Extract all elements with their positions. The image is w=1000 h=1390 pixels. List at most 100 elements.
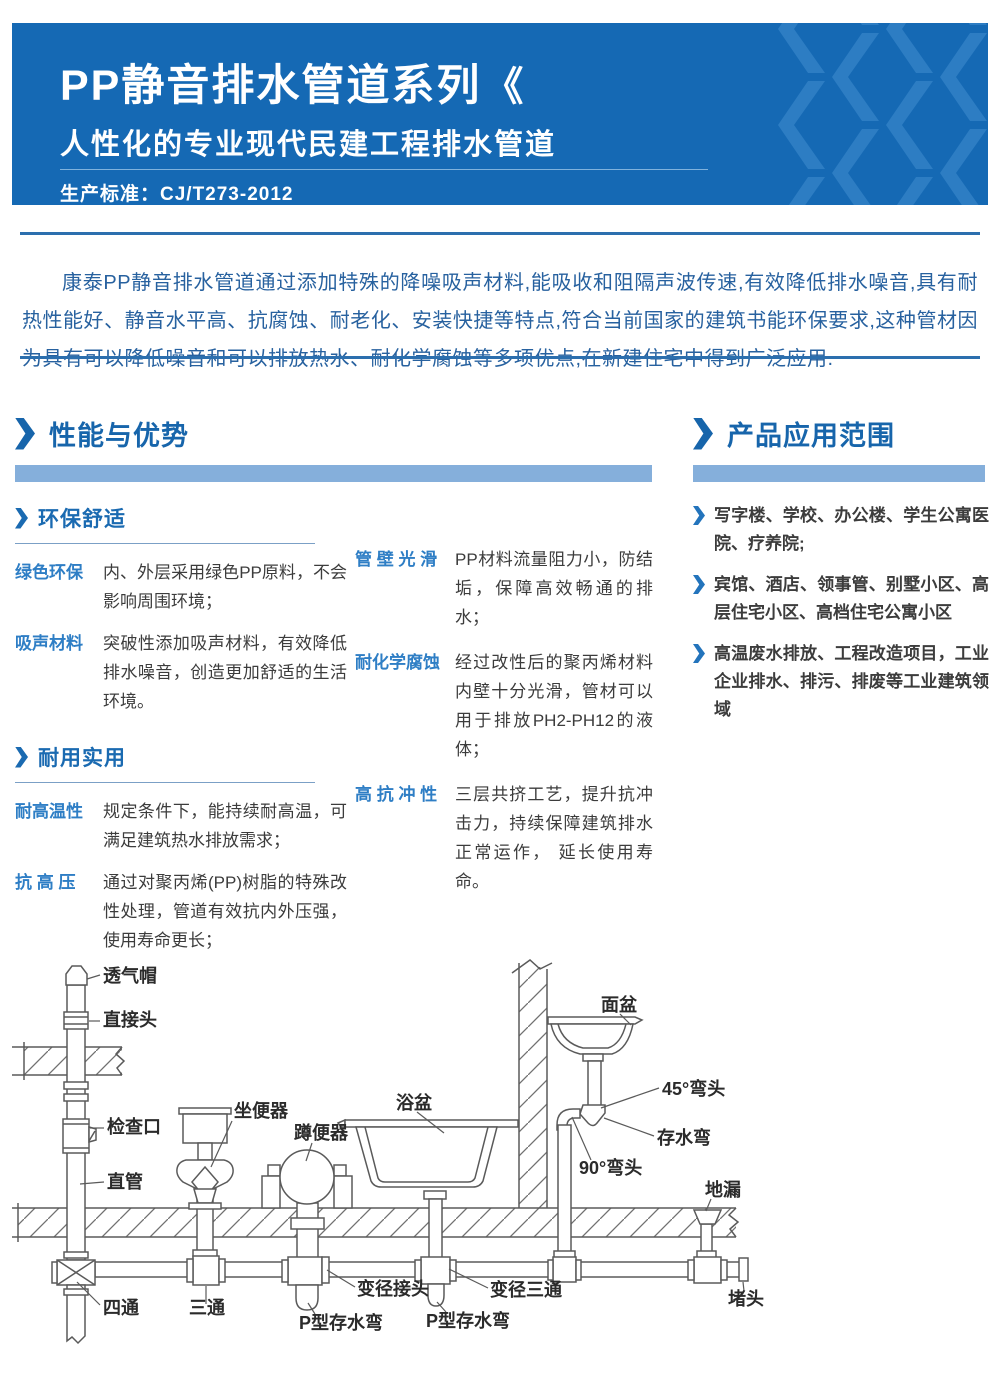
bullet-chevron-icon (693, 575, 705, 594)
subsection-chevron-icon (15, 507, 28, 529)
label-p-trap-2: P型存水弯 (426, 1310, 510, 1331)
label-reducing-tee: 变径三通 (490, 1279, 562, 1300)
label-vent-cap: 透气帽 (103, 965, 157, 986)
section-performance-title: 性能与优势 (49, 421, 189, 451)
label-p-trap-1: P型存水弯 (299, 1312, 383, 1333)
feature-term: 管 壁 光 滑 (355, 550, 438, 569)
cross-fitting (51, 1259, 96, 1286)
feature-item: 耐化学腐蚀 经过改性后的聚丙烯材料内壁十分光滑，管材可以用于排放PH2-PH12… (355, 648, 653, 764)
label-cross: 四通 (103, 1298, 139, 1318)
inspection-port (62, 1118, 97, 1154)
feature-term: 耐化学腐蚀 (355, 653, 440, 672)
label-tee: 三通 (189, 1298, 225, 1318)
reducing-tee-fitting (414, 1256, 457, 1285)
label-coupling: 直接头 (103, 1009, 157, 1030)
feature-term: 抗 高 压 (15, 873, 76, 892)
diagram-labels: 透气帽 直接头 检查口 直管 四通 三通 坐便器 蹲便器 浴盆 面盆 45°弯头… (76, 965, 764, 1333)
bottom-rule (20, 356, 980, 359)
section-performance-header: 性能与优势 (15, 414, 189, 453)
performance-divider-bar (15, 465, 652, 482)
label-basin: 面盆 (601, 994, 638, 1015)
end-plug (738, 1257, 749, 1282)
floor-drain-branch (687, 1209, 749, 1284)
section-chevron-icon (15, 417, 35, 450)
squat-toilet-branch (261, 1149, 353, 1311)
bullet-chevron-icon (693, 644, 705, 663)
feature-item: 管 壁 光 滑 PP材料流量阻力小，防结垢，保障高效畅通的排水； (355, 545, 653, 632)
toilet-branch (176, 1107, 234, 1286)
tee-fitting (687, 1256, 728, 1284)
bathtub-fixture (336, 1118, 519, 1188)
label-inspection-port: 检查口 (107, 1116, 161, 1137)
production-standard: 生产标准：CJ/T273-2012 (60, 184, 294, 205)
drainage-system-diagram: 透气帽 直接头 检查口 直管 四通 三通 坐便器 蹲便器 浴盆 面盆 45°弯头… (12, 959, 764, 1345)
feature-desc: 通过对聚丙烯(PP)树脂的特殊改性处理，管道有效抗内外压强，使用寿命更长； (103, 873, 347, 950)
reducer-fitting (321, 1256, 330, 1284)
page-subtitle: 人性化的专业现代民建工程排水管道 (60, 129, 557, 161)
feature-term: 高 抗 冲 性 (355, 785, 438, 804)
coupling-fitting (63, 1011, 89, 1030)
application-text: 写字楼、学校、办公楼、学生公寓医院、疗养院; (714, 506, 989, 553)
basin-fixture (547, 1016, 644, 1055)
label-squat-toilet: 蹲便器 (294, 1122, 349, 1143)
subsection-durable-title: 耐用实用 (38, 747, 126, 770)
application-item: 高温废水排放、工程改造项目，工业企业排水、排污、排废等工业建筑领域 (693, 640, 989, 724)
elbow-45-fitting (579, 1104, 606, 1127)
banner-divider (60, 169, 708, 170)
feature-desc: 内、外层采用绿色PP原料，不会影响周围环境； (103, 563, 347, 611)
label-reducer: 变径接头 (357, 1278, 429, 1299)
application-text: 宾馆、酒店、领事管、别墅小区、高层住宅小区、高档住宅公寓小区 (714, 575, 989, 622)
label-trap: 存水弯 (657, 1127, 711, 1148)
feature-item: 高 抗 冲 性 三层共挤工艺，提升抗冲击力，持续保障建筑排水正常运作， 延长使用… (355, 780, 653, 896)
vertical-stack (51, 965, 97, 1345)
application-item: 宾馆、酒店、领事管、别墅小区、高层住宅小区、高档住宅公寓小区 (693, 571, 989, 627)
feature-item: 耐高温性 规定条件下，能持续耐高温，可满足建筑热水排放需求； (15, 797, 347, 855)
feature-item: 吸声材料 突破性添加吸声材料，有效降低排水噪音，创造更加舒适的生活环境。 (15, 629, 347, 716)
feature-item: 抗 高 压 通过对聚丙烯(PP)树脂的特殊改性处理，管道有效抗内外压强，使用寿命… (15, 868, 347, 955)
tee-with-reducer (281, 1256, 330, 1286)
applications-list: 写字楼、学校、办公楼、学生公寓医院、疗养院; 宾馆、酒店、领事管、别墅小区、高层… (693, 502, 989, 737)
section-applications-title: 产品应用范围 (727, 421, 895, 451)
performance-column-1: 环保舒适 绿色环保 内、外层采用绿色PP原料，不会影响周围环境； 吸声材料 突破… (15, 503, 347, 968)
feature-desc: 突破性添加吸声材料，有效降低排水噪音，创造更加舒适的生活环境。 (103, 634, 347, 711)
intro-paragraph: 康泰PP静音排水管道通过添加特殊的降噪吸声材料,能吸收和阻隔声波传速,有效降低排… (22, 272, 978, 370)
title-chevron-mark: 《 (483, 65, 526, 109)
header-banner: PP静音排水管道系列《 人性化的专业现代民建工程排水管道 生产标准：CJ/T27… (12, 23, 988, 205)
floor-slab-main (12, 1203, 740, 1242)
bullet-chevron-icon (693, 506, 705, 525)
feature-desc: PP材料流量阻力小，防结垢，保障高效畅通的排水； (455, 550, 653, 627)
feature-term: 吸声材料 (15, 634, 83, 653)
label-floor-drain: 地漏 (705, 1179, 741, 1200)
feature-term: 绿色环保 (15, 563, 83, 582)
basin-branch (547, 1016, 644, 1283)
label-bathtub: 浴盆 (396, 1092, 433, 1113)
section-chevron-icon (693, 417, 713, 450)
label-elbow-45: 45°弯头 (662, 1078, 725, 1099)
subsection-eco-title: 环保舒适 (38, 508, 126, 531)
performance-column-2: 管 壁 光 滑 PP材料流量阻力小，防结垢，保障高效畅通的排水； 耐化学腐蚀 经… (355, 545, 653, 909)
p-trap-stub (295, 1284, 319, 1311)
tee-fitting (186, 1255, 226, 1286)
subsection-chevron-icon (15, 746, 28, 768)
tee-fitting (547, 1256, 582, 1283)
toilet-fixture (176, 1107, 234, 1210)
feature-desc: 经过改性后的聚丙烯材料内壁十分光滑，管材可以用于排放PH2-PH12的液体； (455, 653, 653, 759)
top-rule (20, 232, 980, 235)
feature-term: 耐高温性 (15, 802, 83, 821)
application-text: 高温废水排放、工程改造项目，工业企业排水、排污、排废等工业建筑领域 (714, 644, 989, 719)
vent-cap (65, 965, 88, 986)
label-toilet: 坐便器 (234, 1100, 289, 1121)
feature-desc: 规定条件下，能持续耐高温，可满足建筑热水排放需求； (103, 802, 347, 850)
feature-desc: 三层共挤工艺，提升抗冲击力，持续保障建筑排水正常运作， 延长使用寿命。 (455, 785, 653, 891)
floor-drain-funnel (692, 1209, 723, 1225)
applications-divider-bar (693, 465, 985, 482)
subsection-durable-header: 耐用实用 (15, 742, 315, 783)
squat-toilet-fixture (261, 1149, 353, 1209)
label-straight-pipe: 直管 (107, 1171, 143, 1192)
p-trap-stub (427, 1283, 445, 1307)
subsection-eco-header: 环保舒适 (15, 503, 315, 544)
label-elbow-90: 90°弯头 (579, 1157, 642, 1178)
page-title: PP静音排水管道系列《 (60, 62, 526, 110)
section-applications-header: 产品应用范围 (693, 414, 895, 453)
